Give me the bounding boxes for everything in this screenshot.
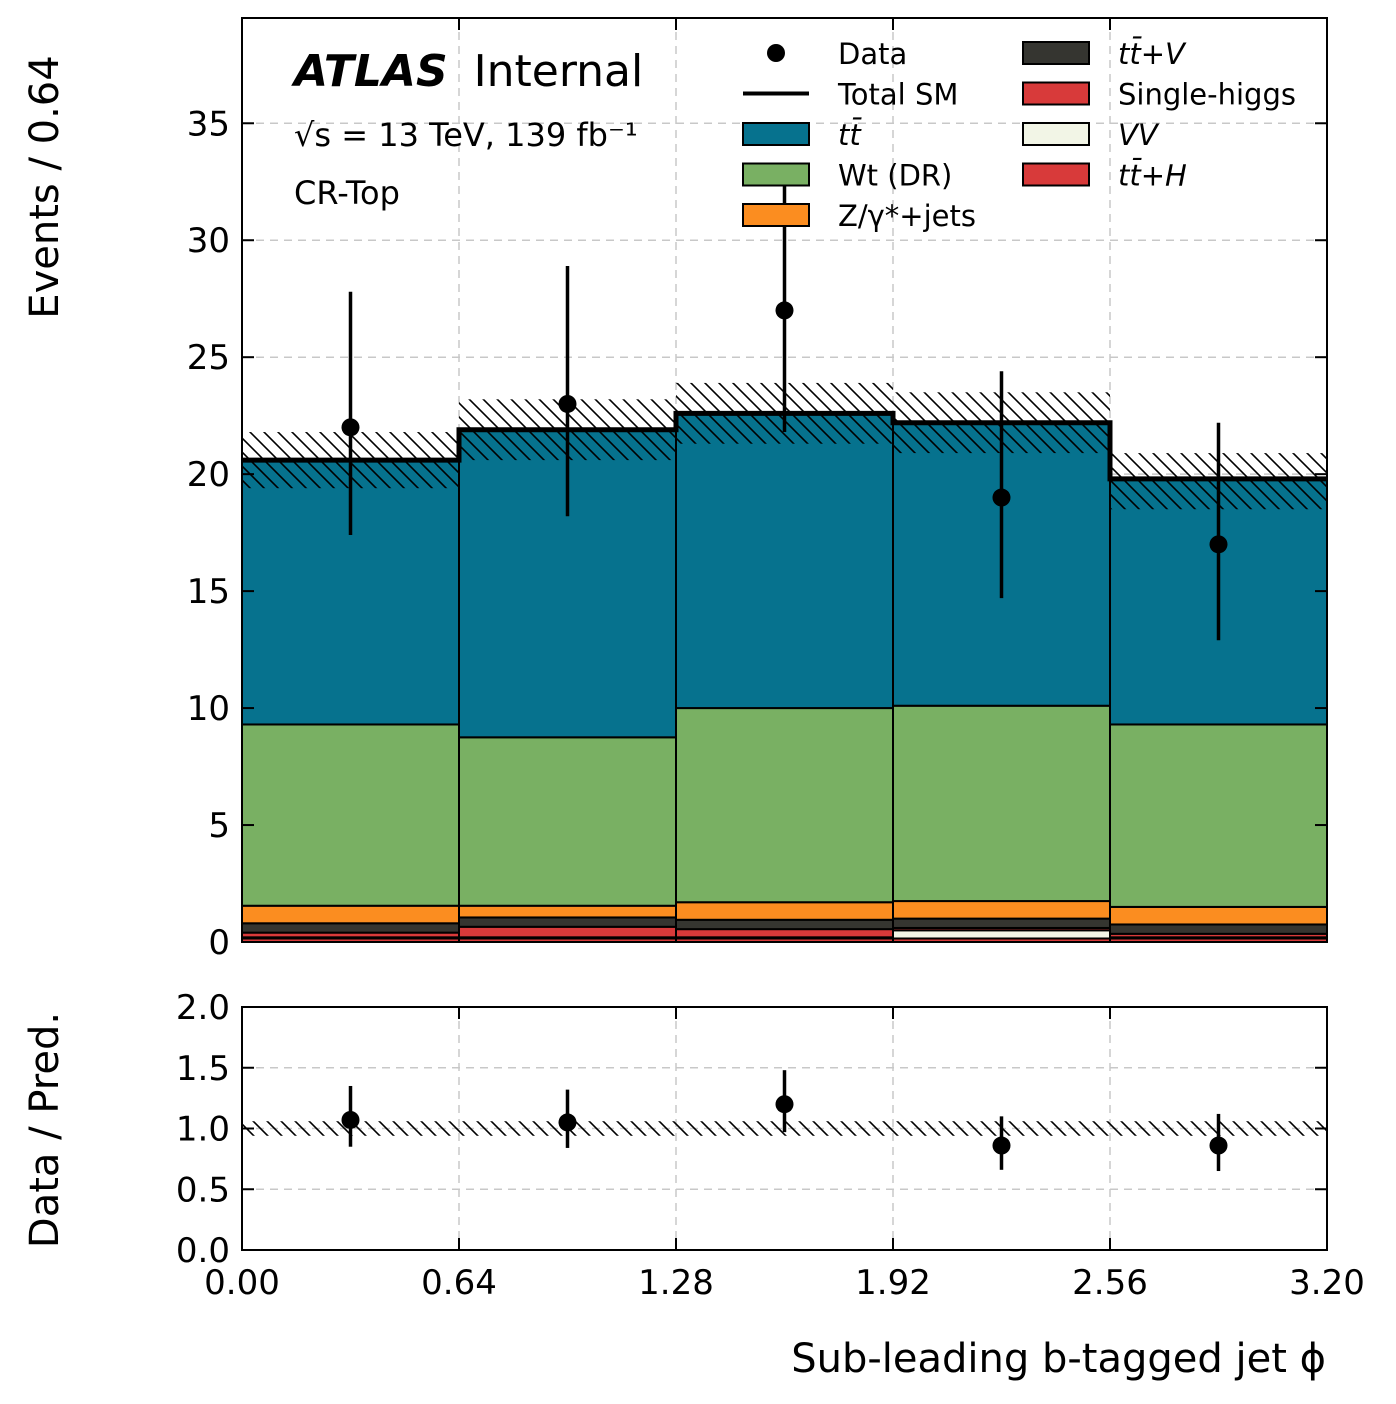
main-ytick-label: 30 xyxy=(187,221,230,261)
main-frame xyxy=(241,17,1328,943)
main-ytick-label: 15 xyxy=(187,572,230,612)
series-z-jets-bar xyxy=(458,904,677,919)
legend-label: tt̄+V xyxy=(1118,37,1187,71)
legend: Data Total SM tt̄ Wt (DR) Z/γ*+jets tt̄+V Sing… xyxy=(742,37,1296,233)
atlas-status: Internal xyxy=(474,46,644,97)
main-ytick-label: 0 xyxy=(208,923,230,963)
energy-label: √s = 13 TeV, 139 fb⁻¹ xyxy=(294,116,638,154)
series-z-jets-bar xyxy=(675,901,894,921)
ratio-point xyxy=(341,1110,360,1129)
x-tick-label: 1.92 xyxy=(855,1263,931,1303)
svg-text:ATLAS Internal: ATLAS Internal xyxy=(291,46,643,97)
main-ytick-label: 5 xyxy=(208,806,230,846)
series-z-jets-bar xyxy=(241,904,460,925)
region-label: CR-Top xyxy=(294,174,400,212)
main-axes: 0 5 10 15 20 25 30 35 xyxy=(187,17,1328,963)
legend-label: tt̄ xyxy=(838,118,862,152)
ratio-ytick-label: 2.0 xyxy=(176,988,230,1028)
legend-label: tt̄+H xyxy=(1118,158,1187,192)
legend-swatch xyxy=(1022,122,1090,146)
ratio-ytick-label: 0.0 xyxy=(176,1231,230,1271)
ratio-point xyxy=(992,1136,1011,1155)
series-single-higgs-bar xyxy=(458,925,677,939)
series-tt-v-bar xyxy=(675,918,894,931)
series-vv-bar xyxy=(892,929,1111,940)
legend-swatch xyxy=(1022,81,1090,106)
legend-label: Total SM xyxy=(837,78,958,112)
ratio-ytick-label: 1.5 xyxy=(176,1049,230,1089)
atlas-experiment: ATLAS xyxy=(291,46,448,97)
series-wt-dr--bar xyxy=(1109,723,1328,908)
main-ytick-label: 10 xyxy=(187,689,230,729)
series-wt-dr--bar xyxy=(892,704,1111,903)
series-tt-v-bar xyxy=(892,917,1111,929)
series-wt-dr--bar xyxy=(241,723,460,907)
data-point xyxy=(341,418,360,437)
ratio-axes: 0.00 0.64 1.28 1.92 2.56 3.20 0.0 0.5 1.0 1.5 2.0 xyxy=(176,988,1365,1303)
legend-label: VV xyxy=(1118,118,1160,152)
legend-label: Z/γ*+jets xyxy=(838,199,976,233)
series-tt--bar xyxy=(675,412,894,710)
series-tt-v-bar xyxy=(458,916,677,928)
ratio-ytick-label: 0.5 xyxy=(176,1170,230,1210)
main-ylabel: Events / 0.64 xyxy=(22,55,68,318)
legend-label: Single-higgs xyxy=(1118,78,1296,112)
x-tick-label: 0.64 xyxy=(421,1263,497,1303)
legend-swatch xyxy=(742,122,810,146)
series-wt-dr--bar xyxy=(675,707,894,904)
series-tt-v-bar xyxy=(241,922,460,934)
ratio-point xyxy=(1209,1136,1228,1155)
x-tick-label: 2.56 xyxy=(1072,1263,1148,1303)
x-tick-label: 0.00 xyxy=(204,1263,280,1303)
data-point xyxy=(992,488,1011,507)
data-points xyxy=(341,163,1228,641)
legend-swatch xyxy=(742,162,810,187)
ratio-points xyxy=(341,1070,1228,1172)
ratio-ytick-label: 1.0 xyxy=(176,1110,230,1150)
series-z-jets-bar xyxy=(1109,905,1328,926)
data-point xyxy=(775,301,794,320)
series-single-higgs-bar xyxy=(675,928,894,939)
atlas-label: ATLAS Internal √s = 13 TeV, 139 fb⁻¹ CR-… xyxy=(291,46,643,212)
data-point xyxy=(558,394,577,413)
stacked-histogram xyxy=(241,412,1328,944)
legend-swatch xyxy=(1022,41,1090,65)
data-point xyxy=(1209,535,1228,554)
ratio-point xyxy=(558,1113,577,1132)
series-tt-v-bar xyxy=(1109,923,1328,935)
series-wt-dr--bar xyxy=(458,736,677,907)
legend-swatch xyxy=(742,203,810,227)
x-axis-title: Sub-leading b-tagged jet ϕ xyxy=(791,1336,1326,1382)
ratio-ylabel: Data / Pred. xyxy=(22,1012,68,1248)
x-tick-label: 1.28 xyxy=(638,1263,714,1303)
legend-label: Data xyxy=(838,37,907,71)
main-ytick-label: 25 xyxy=(187,338,230,378)
ratio-point xyxy=(775,1095,794,1114)
main-ytick-label: 35 xyxy=(187,104,230,144)
series-z-jets-bar xyxy=(892,900,1111,920)
legend-marker-data xyxy=(767,44,785,62)
legend-label: Wt (DR) xyxy=(838,159,952,193)
main-ytick-label: 20 xyxy=(187,455,230,495)
x-tick-label: 3.20 xyxy=(1289,1263,1365,1303)
legend-swatch xyxy=(1022,162,1090,187)
